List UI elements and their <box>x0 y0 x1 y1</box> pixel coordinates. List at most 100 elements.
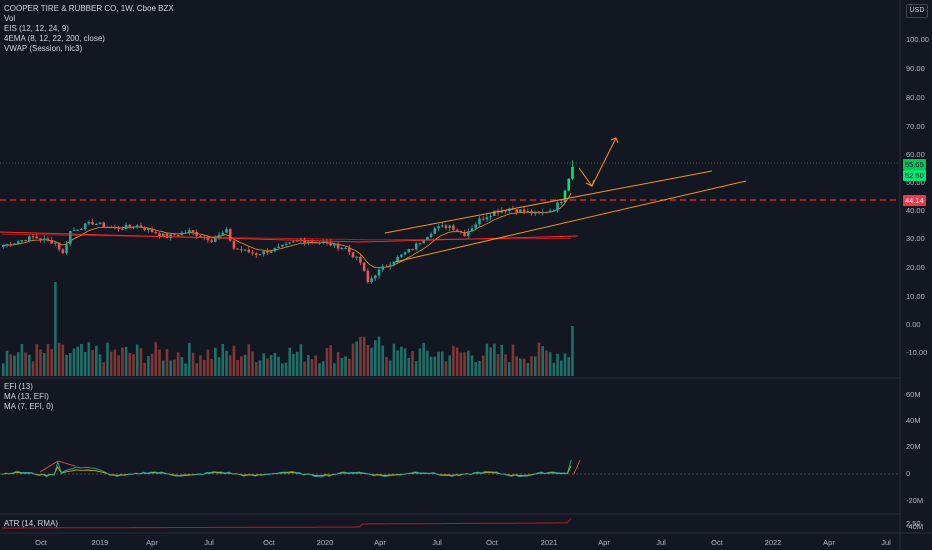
volume-bar <box>76 346 79 376</box>
time-axis-label: Jul <box>881 538 891 547</box>
candle-body <box>35 236 39 239</box>
volume-bar <box>165 349 169 376</box>
volume-bar <box>303 361 306 376</box>
volume-bar <box>429 356 433 376</box>
volume-bar <box>65 354 68 376</box>
volume-bar <box>121 347 124 376</box>
volume-bar <box>83 352 87 376</box>
indicator-ma-7[interactable]: MA (7, EFI, 0) <box>4 402 54 411</box>
indicator-atr[interactable]: ATR (14, RMA) <box>4 519 59 528</box>
price-axis-label: 90.00 <box>906 64 925 73</box>
indicator-eis[interactable]: EIS (12, 12, 24, 9) <box>4 24 69 33</box>
price-axis-label: 20.00 <box>906 263 925 272</box>
candle-body <box>489 215 492 218</box>
volume-bar <box>299 344 303 376</box>
volume-bar <box>273 352 277 376</box>
volume-bar <box>307 355 310 376</box>
volume-bar <box>180 357 184 376</box>
volume-bar <box>262 353 265 376</box>
indicator-ma-13[interactable]: MA (13, EFI) <box>4 392 49 401</box>
volume-bar <box>284 362 288 376</box>
price-axis-label: 0.00 <box>906 320 921 329</box>
candle-body <box>377 269 381 276</box>
time-axis-label: 2021 <box>540 538 558 547</box>
candle-body <box>552 210 556 212</box>
candle-body <box>95 223 98 225</box>
candle-body <box>560 201 563 203</box>
time-axis-label: Oct <box>486 538 498 547</box>
candle-body <box>418 243 422 245</box>
candle-body <box>519 209 522 213</box>
volume-bar <box>355 341 358 376</box>
candle-body <box>385 266 388 268</box>
candle-body <box>154 231 158 234</box>
volume-bar <box>321 361 325 376</box>
candle-body <box>20 240 24 242</box>
candle-body <box>39 238 42 240</box>
candle-body <box>46 238 50 241</box>
candle-body <box>173 234 176 236</box>
candle-body <box>16 241 20 244</box>
price-axis-label: 100.00 <box>906 35 929 44</box>
indicator-efi[interactable]: EFI (13) <box>4 382 33 391</box>
candle-body <box>277 246 280 249</box>
candle-body <box>522 209 526 212</box>
candle-body <box>2 245 5 247</box>
time-axis-label: Jul <box>656 538 666 547</box>
indicator-4ema[interactable]: 4EMA (8, 12, 22, 200, close) <box>4 34 105 43</box>
volume-bar <box>295 351 299 376</box>
candle-body <box>5 244 9 246</box>
efi-ma-line <box>1 465 572 477</box>
volume-bar <box>515 356 518 376</box>
ema-line <box>1 192 572 269</box>
candle-body <box>467 231 470 237</box>
volume-bar <box>128 352 132 376</box>
volume-bar <box>269 355 273 376</box>
volume-bar <box>385 356 388 376</box>
candle-body <box>481 218 485 220</box>
volume-bar <box>54 282 57 376</box>
volume-bar <box>493 343 496 376</box>
volume-bar <box>57 342 61 376</box>
volume-bar <box>567 357 571 376</box>
candle-body <box>83 223 87 230</box>
symbol-title[interactable]: COOPER TIRE & RUBBER CO, 1W, Cboe BZX <box>4 4 174 13</box>
time-axis-label: Apr <box>598 538 610 547</box>
volume-bar <box>478 360 481 376</box>
indicator-vwap[interactable]: VWAP (Session, hlc3) <box>4 44 83 53</box>
price-axis-label: 30.00 <box>906 234 925 243</box>
volume-bar <box>481 355 485 376</box>
volume-bar <box>16 352 20 376</box>
time-axis-label: Jul <box>432 538 442 547</box>
volume-bar <box>42 353 46 376</box>
efi-axis-label: 40M <box>906 416 921 425</box>
volume-bar <box>545 350 548 376</box>
candle-body <box>195 232 199 236</box>
candle-body <box>199 235 202 237</box>
volume-bar <box>396 350 399 376</box>
candle-body <box>284 243 288 245</box>
volume-bar <box>202 359 206 376</box>
indicator-vol[interactable]: Vol <box>4 14 16 23</box>
candle-body <box>433 228 437 234</box>
candle-body <box>333 243 336 246</box>
volume-bar <box>455 347 459 376</box>
currency-button[interactable]: USD <box>906 4 928 18</box>
candle-body <box>310 241 314 243</box>
candle-body <box>72 229 76 232</box>
volume-bar <box>232 345 236 376</box>
volume-bar <box>336 352 340 376</box>
volume-bar <box>281 363 284 376</box>
volume-bar <box>247 344 251 376</box>
candle-body <box>336 243 340 249</box>
volume-bar <box>560 360 563 376</box>
candle-body <box>281 244 284 247</box>
candle-body <box>188 230 191 233</box>
volume-bar <box>426 350 429 376</box>
candle-body <box>407 249 411 253</box>
efi-spike <box>39 460 76 473</box>
main-legend: COOPER TIRE & RUBBER CO, 1W, Cboe BZX Vo… <box>4 4 174 54</box>
volume-bar <box>526 362 530 376</box>
candle-body <box>459 230 463 233</box>
